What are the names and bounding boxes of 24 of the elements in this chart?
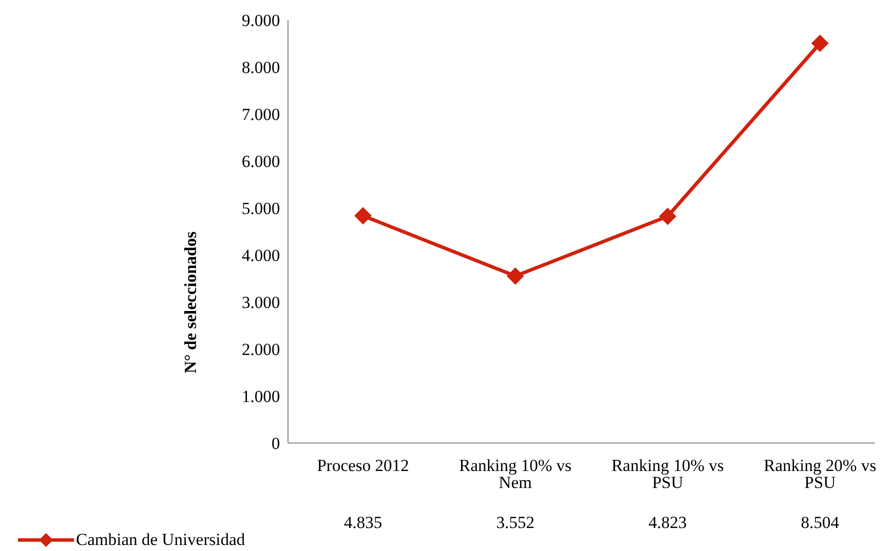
y-tick-label: 5.000	[242, 199, 280, 218]
y-tick-label: 2.000	[242, 340, 280, 360]
x-tick-label: Proceso 2012	[316, 456, 410, 476]
y-tick-label: 6.000	[242, 152, 280, 172]
point	[659, 208, 676, 225]
x-tick-label: Ranking 10% vs Nem	[459, 456, 572, 492]
data-label: 3.552	[496, 513, 534, 532]
x-tick-label: Ranking 10% vs PSU	[611, 456, 724, 492]
y-tick-label: 1.000	[242, 387, 280, 406]
point	[506, 268, 524, 285]
x-tick-label: Ranking 20% vs PSU	[764, 456, 876, 492]
y-tick-label: 7.000	[242, 105, 280, 124]
data-label: 8.504	[800, 513, 840, 532]
legend-label: Cambian de Universidad	[76, 530, 246, 550]
point	[812, 34, 828, 52]
data-label: 4.835	[344, 513, 382, 532]
y-tick-label: 8.000	[242, 58, 280, 78]
data-label: 4.823	[648, 513, 687, 532]
y-tick-label: 3.000	[242, 293, 280, 312]
y-axis-title: N° de seleccionados	[181, 231, 200, 374]
y-tick-label: 4.000	[242, 246, 280, 266]
point	[354, 207, 372, 224]
y-tick-label: 0	[272, 434, 280, 454]
y-tick-label: 9.000	[242, 11, 280, 30]
